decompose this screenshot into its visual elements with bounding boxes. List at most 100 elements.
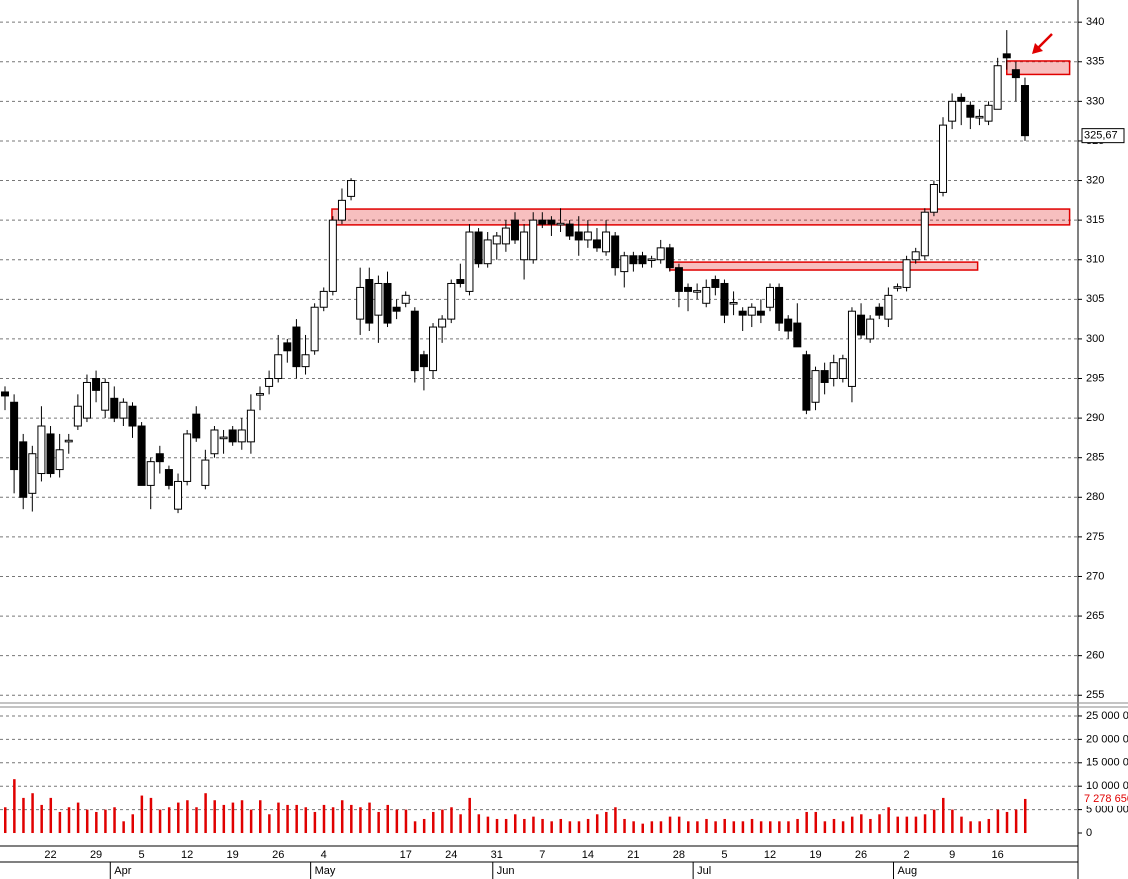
volume-bar	[58, 811, 62, 834]
last-price-box	[1081, 128, 1125, 144]
volume-bar	[832, 818, 836, 834]
x-tick-label: 26	[272, 849, 284, 861]
candle-body	[92, 378, 101, 391]
volume-bar	[495, 818, 499, 834]
candle-body	[847, 310, 856, 387]
volume-bar	[104, 809, 107, 834]
x-tick-label: 29	[90, 849, 102, 861]
x-tick-label: 28	[673, 849, 685, 861]
candle-body	[401, 294, 410, 304]
candle-body	[939, 124, 948, 193]
candle-body	[1002, 53, 1011, 59]
arrow	[1032, 33, 1053, 54]
volume-bar	[340, 800, 344, 834]
volume-bar	[95, 811, 98, 834]
candle-body	[46, 433, 55, 475]
volume-bar	[322, 804, 326, 834]
candle-body	[793, 322, 802, 348]
candle-body	[410, 310, 419, 372]
candle-body	[146, 461, 155, 486]
candle-body	[82, 381, 91, 419]
candle-body	[274, 354, 283, 380]
candle-body	[711, 279, 720, 288]
candle-body	[501, 227, 510, 245]
volume-bar	[441, 809, 444, 834]
volume-bar	[186, 800, 189, 834]
candle-body	[228, 429, 237, 443]
candle-body	[693, 290, 702, 293]
candle-body	[957, 96, 966, 102]
candle-body	[219, 436, 228, 440]
volume-bar	[13, 779, 16, 834]
x-tick-label: 31	[491, 849, 503, 861]
volume-bar	[550, 821, 553, 834]
volume-bar	[422, 818, 426, 834]
zone	[331, 208, 1071, 226]
candle-body	[110, 397, 119, 419]
volume-bar	[996, 809, 1000, 834]
candle-body	[574, 231, 583, 241]
candle-body	[629, 255, 638, 265]
volume-bar	[951, 809, 954, 834]
candle-body	[929, 184, 938, 213]
volume-bar	[413, 821, 417, 834]
x-tick-label: 5	[721, 849, 727, 861]
candle-body	[383, 282, 392, 324]
volume-bar	[240, 800, 244, 834]
candle-body	[775, 286, 784, 324]
volume-bar	[960, 816, 963, 834]
candle-body	[119, 401, 128, 419]
volume-bar	[22, 797, 25, 834]
candle-body	[174, 480, 183, 510]
volume-bar	[896, 816, 899, 834]
candle-body	[283, 342, 292, 352]
volume-bar	[49, 797, 53, 834]
volume-bar	[577, 821, 581, 834]
volume-bar	[923, 814, 927, 834]
volume-bar	[395, 809, 399, 834]
volume-bar	[850, 816, 854, 834]
x-tick-label: 9	[949, 849, 955, 861]
volume-bar	[131, 814, 134, 834]
y-tick-label: 290	[1086, 412, 1104, 424]
x-tick-label: 19	[227, 849, 239, 861]
candle-body	[966, 104, 975, 118]
candle-body	[538, 219, 547, 225]
x-tick-label: 4	[321, 849, 327, 861]
candle-body	[684, 286, 693, 292]
month-label: Apr	[114, 865, 131, 877]
y-tick-label: 335	[1086, 56, 1104, 68]
volume-bar	[987, 818, 991, 834]
candle-body	[984, 104, 993, 122]
volume-bar	[814, 811, 818, 834]
volume-bar	[759, 821, 763, 834]
candle-body	[255, 393, 264, 396]
volume-bar	[823, 821, 827, 834]
candle-body	[328, 219, 337, 292]
x-tick-label: 7	[539, 849, 545, 861]
volume-bar	[513, 814, 517, 834]
volume-bar	[942, 797, 945, 834]
candle-body	[319, 290, 328, 308]
candle-body	[1, 391, 9, 397]
volume-tick-label: 20 000 000	[1086, 733, 1128, 745]
candle-body	[492, 235, 501, 245]
candle-body	[365, 279, 374, 324]
candle-body	[638, 255, 647, 265]
volume-bar	[277, 802, 280, 834]
volume-bar	[113, 807, 116, 834]
candle-body	[292, 326, 301, 368]
candle-body	[738, 310, 747, 316]
volume-bar	[258, 800, 262, 834]
candle-body	[347, 180, 356, 197]
last-price-label: 325,67	[1084, 130, 1118, 142]
volume-bar	[696, 821, 699, 834]
candle-body	[902, 259, 911, 288]
volume-bar	[204, 793, 207, 834]
volume-bar	[714, 821, 717, 834]
volume-bar	[978, 821, 981, 834]
candle-body	[19, 441, 28, 498]
x-tick-label: 12	[181, 849, 193, 861]
